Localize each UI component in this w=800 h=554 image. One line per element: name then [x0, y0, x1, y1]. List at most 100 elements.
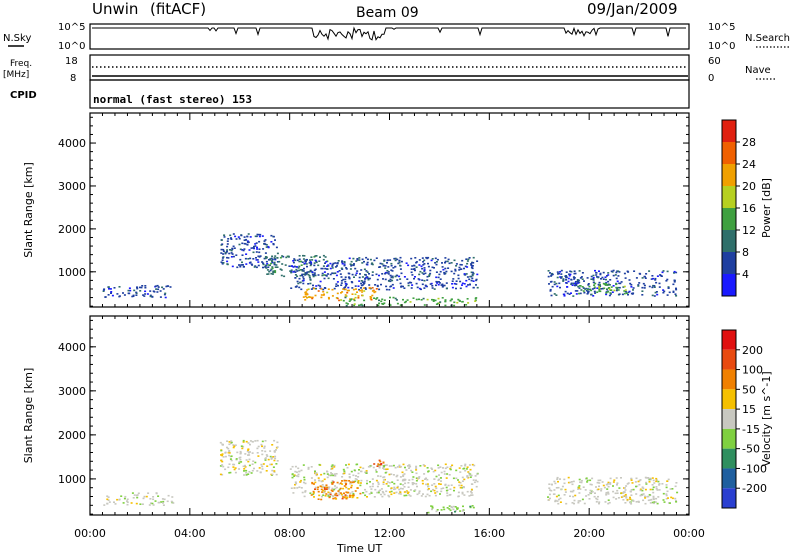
velocity-cell [647, 477, 650, 480]
power-cell [612, 285, 615, 287]
velocity-cell [264, 457, 267, 459]
velocity-cell [274, 455, 277, 458]
velocity-cell [245, 474, 248, 476]
power-cell [301, 273, 304, 276]
velocity-cell [445, 486, 448, 489]
xaxis-label: Time UT [336, 542, 382, 554]
velocity-cell [647, 499, 650, 502]
power-cell [371, 287, 374, 289]
power-cell [662, 291, 665, 294]
velocity-cell [565, 502, 568, 505]
power-cell [259, 255, 262, 257]
power-cell [441, 286, 444, 288]
power-cell [472, 272, 475, 275]
velocity-cell [131, 492, 134, 494]
power-cell [311, 297, 314, 300]
velocity-cell [390, 465, 393, 467]
power-cell [460, 268, 463, 270]
power-cell [295, 266, 298, 268]
velocity-cell [228, 443, 231, 446]
velocity-cell [559, 501, 562, 503]
velocity-cell [256, 452, 259, 454]
power-cell [313, 272, 316, 274]
power-cell [398, 275, 401, 278]
power-cell [447, 267, 450, 269]
power-cell [342, 288, 345, 290]
power-cell [104, 296, 107, 298]
power-cell [226, 245, 229, 248]
velocity-cell [379, 493, 382, 496]
power-cell [453, 259, 456, 262]
power-cell [424, 272, 427, 275]
power-cell [609, 279, 612, 281]
velocity-cell [456, 508, 459, 510]
power-cell [313, 264, 316, 267]
power-cell [301, 269, 304, 271]
power-cell [319, 285, 322, 287]
velocity-cell [331, 483, 334, 485]
velocity-cell [318, 479, 321, 482]
power-cell [262, 263, 265, 266]
power-cell [267, 264, 270, 266]
velocity-cell [430, 467, 433, 469]
power-cell [598, 270, 600, 272]
velocity-cell [252, 460, 255, 462]
power-colorbar-swatch [722, 120, 736, 142]
power-cell [292, 266, 295, 268]
power-cell [615, 277, 618, 280]
power-cell [474, 297, 477, 300]
velocity-cell [548, 493, 551, 496]
velocity-cell [251, 463, 254, 465]
power-cell [435, 303, 438, 305]
velocity-cell [342, 496, 345, 498]
velocity-cell [454, 510, 457, 512]
power-cell [340, 282, 343, 284]
power-cell [325, 275, 328, 277]
velocity-cell [331, 487, 334, 490]
power-cell [302, 258, 305, 260]
power-cell [475, 279, 478, 282]
power-cell [298, 269, 301, 272]
power-cell [226, 249, 229, 251]
power-cell [321, 272, 324, 275]
power-cell [270, 262, 273, 265]
power-cell [459, 287, 462, 290]
power-cell [396, 302, 399, 305]
velocity-cell [300, 469, 303, 472]
power-cell [322, 265, 325, 267]
power-cell [336, 271, 339, 273]
velocity-cell [330, 472, 332, 474]
velocity-cell [244, 453, 247, 455]
power-cell [407, 282, 410, 284]
velocity-cell [331, 494, 334, 497]
velocity-cell [266, 465, 269, 467]
velocity-cell [460, 465, 463, 467]
velocity-cell [393, 492, 396, 494]
power-cell [579, 277, 582, 279]
velocity-cell [670, 496, 673, 499]
velocity-cell [433, 489, 436, 492]
velocity-cell [233, 468, 236, 471]
power-cell [391, 276, 394, 279]
power-cell [304, 259, 307, 262]
velocity-cell [247, 460, 250, 463]
power-cell [155, 288, 158, 290]
velocity-cell [464, 469, 467, 472]
power-cell [279, 256, 282, 259]
velocity-cell [314, 488, 316, 490]
power-cell [335, 285, 338, 287]
power-cell [578, 285, 581, 287]
velocity-cell [446, 473, 449, 475]
power-cell [564, 275, 567, 277]
velocity-cell [598, 502, 600, 505]
power-cell [609, 292, 612, 294]
power-cell [422, 297, 425, 300]
velocity-cell [375, 479, 378, 482]
velocity-cell [328, 474, 331, 477]
velocity-cell [438, 483, 440, 485]
power-cell [332, 278, 335, 280]
power-cell [264, 239, 267, 241]
power-cell [306, 296, 308, 299]
power-cell [221, 259, 224, 261]
power-cell [585, 289, 588, 292]
